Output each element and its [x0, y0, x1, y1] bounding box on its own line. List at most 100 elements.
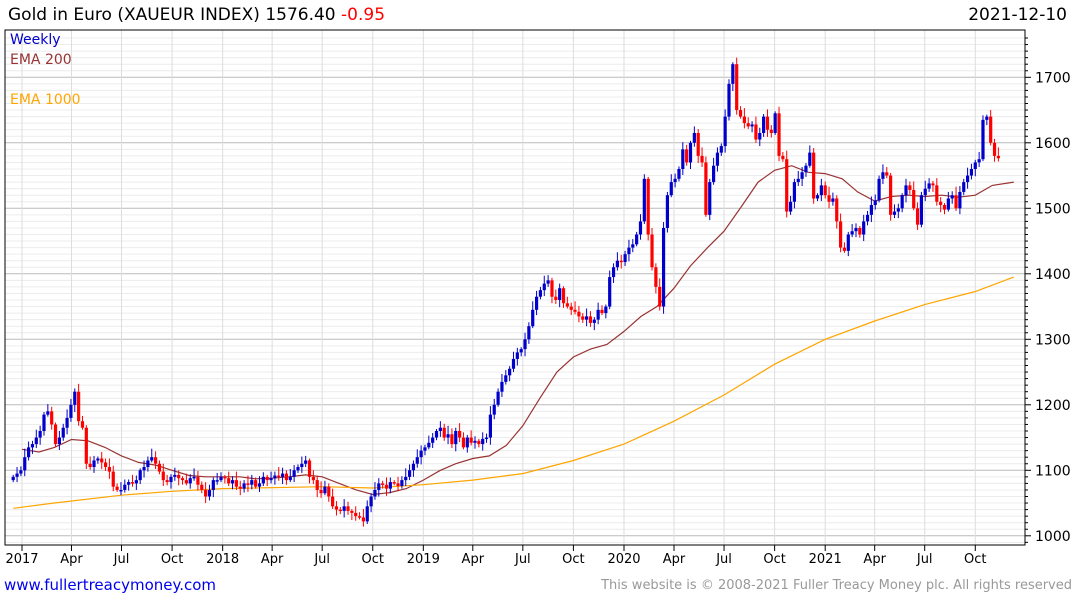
candle-body [392, 482, 396, 484]
candle-body [862, 221, 866, 235]
candle-body [46, 411, 50, 415]
candle-body [527, 326, 531, 340]
candle-body [423, 447, 427, 451]
candle-body [96, 458, 100, 461]
candle-body [896, 208, 900, 212]
x-tick-label: Apr [462, 552, 485, 567]
candle-body [588, 316, 593, 323]
candle-body [446, 434, 450, 438]
candle-body [885, 172, 889, 176]
candle-body [854, 227, 858, 232]
candle-body [142, 467, 146, 471]
candle-body [369, 496, 373, 507]
candle-body [965, 175, 970, 183]
candle-body [442, 427, 446, 438]
plot-frame [4, 29, 1026, 546]
candle-body [727, 83, 731, 117]
candle-body [985, 116, 989, 120]
candle-body [350, 510, 354, 513]
candle-body [488, 414, 492, 438]
candle-body [169, 476, 173, 483]
candle-body [577, 311, 581, 317]
x-tick-label: Oct [362, 552, 384, 567]
candle-body [889, 175, 893, 215]
candle-body [781, 155, 785, 160]
candle-body [758, 132, 762, 140]
candle-body [958, 191, 962, 209]
candle-body [842, 247, 847, 251]
x-tick-label: Apr [261, 552, 284, 567]
candle-body [792, 182, 797, 202]
candle-body [696, 132, 700, 156]
candle-body [919, 195, 924, 225]
candle-body [800, 172, 804, 179]
candle-body [196, 476, 200, 485]
candle-body [631, 244, 635, 248]
candle-body [127, 482, 131, 485]
candle-body [904, 185, 908, 196]
candle-body [823, 185, 827, 196]
candle-body [157, 463, 162, 472]
candle-body [711, 165, 716, 183]
candle-body [377, 483, 381, 490]
candle-body [654, 267, 658, 287]
website-link[interactable]: www.fullertreacymoney.com [4, 576, 217, 594]
candle-body [515, 352, 519, 359]
candle-body [327, 486, 331, 497]
candle-body [384, 484, 389, 489]
candle-body [80, 421, 85, 428]
candle-body [750, 124, 754, 127]
candle-body [773, 113, 777, 133]
candle-body [908, 185, 912, 190]
candle-body [542, 283, 546, 291]
candle-body [523, 339, 527, 350]
price-change: -0.95 [341, 5, 386, 25]
chart-date: 2021-12-10 [968, 5, 1067, 25]
candle-body [234, 480, 239, 487]
candle-body [211, 480, 215, 490]
candle-body [365, 506, 369, 522]
candle-body [342, 506, 346, 511]
candle-body [942, 205, 947, 210]
chart-title: Gold in Euro (XAUEUR INDEX) 1576.40 -0.9… [8, 5, 385, 25]
ema-1000-line [13, 276, 1015, 509]
candle-body [200, 484, 204, 490]
candle-body [238, 486, 242, 489]
candle-body [204, 489, 208, 497]
candle-body [77, 391, 81, 422]
candle-body [477, 440, 481, 445]
candle-body [265, 476, 269, 481]
candle-body [646, 178, 650, 235]
candle-body [765, 116, 770, 130]
candle-body [496, 391, 500, 405]
candle-body [177, 474, 181, 479]
candle-body [500, 381, 504, 392]
candle-body [962, 182, 966, 192]
candle-body [688, 142, 693, 163]
candle-body [600, 309, 604, 314]
candle-body [357, 516, 362, 518]
candle-body [107, 467, 112, 472]
candle-body [173, 474, 177, 477]
candle-body [473, 440, 477, 443]
candle-body [673, 178, 677, 183]
candle-body [269, 478, 273, 481]
candle-body [334, 506, 339, 510]
candle-body [546, 280, 550, 284]
candle-body [738, 110, 743, 117]
candle-body [381, 483, 385, 485]
candle-body [796, 178, 800, 183]
candle-body [53, 424, 58, 445]
candle-body [642, 178, 646, 222]
candle-body [34, 437, 38, 445]
candle-body [604, 306, 608, 314]
candle-body [161, 471, 165, 481]
y-tick-label: 1200 [1035, 398, 1071, 414]
candle-body [484, 437, 489, 440]
candle-body [635, 234, 639, 245]
candle-body [284, 473, 289, 481]
candle-body [561, 288, 566, 304]
candle-body [558, 288, 562, 300]
candle-body [954, 195, 958, 209]
candle-body [323, 486, 327, 494]
